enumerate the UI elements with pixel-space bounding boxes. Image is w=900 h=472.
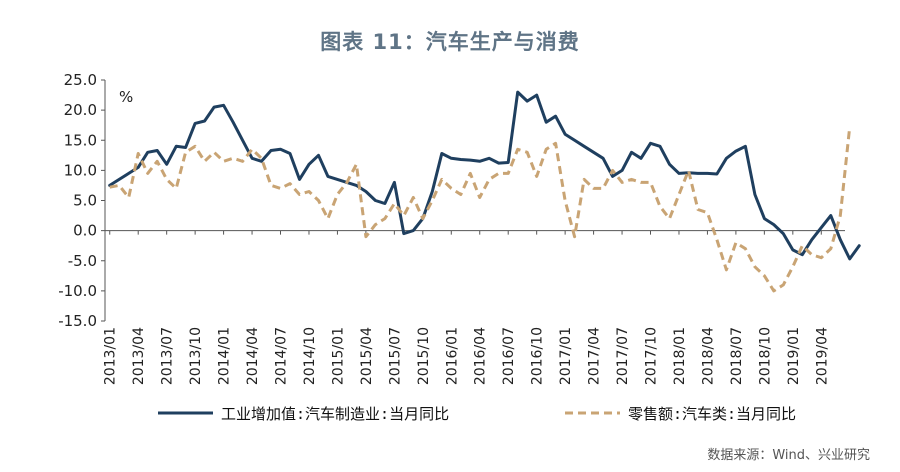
x-tick-label: 2018/01 (672, 327, 688, 385)
x-tick-label: 2015/07 (387, 327, 403, 385)
y-tick-label: -10.0 (58, 282, 97, 300)
chart-axes: 25.0 20.0 15.0 10.0 5.0 0.0 -5.0 -10.0 -15.0% 201… (58, 71, 845, 385)
y-tick-label: -15.0 (58, 312, 97, 330)
legend-label-2: 零售额:汽车类:当月同比 (628, 405, 796, 423)
x-tick-label: 2015/01 (330, 327, 346, 385)
y-tick-label: 25.0 (64, 71, 97, 89)
x-tick-label: 2018/04 (700, 327, 716, 385)
x-tick-label: 2014/04 (245, 327, 261, 385)
legend-label-1: 工业增加值:汽车制造业:当月同比 (221, 405, 449, 423)
x-tick-label: 2017/04 (587, 327, 603, 385)
x-tick-label: 2015/10 (416, 327, 432, 385)
chart-series (108, 90, 861, 293)
y-tick-label: 20.0 (64, 101, 97, 119)
x-tick-label: 2013/04 (131, 327, 147, 385)
x-tick-label: 2016/01 (444, 327, 460, 385)
y-unit-label: % (119, 88, 133, 106)
x-tick-label: 2017/10 (644, 327, 660, 385)
x-tick-label: 2017/01 (558, 327, 574, 385)
x-tick-label: 2016/10 (530, 327, 546, 385)
x-tick-label: 2016/07 (501, 327, 517, 385)
x-tick-label: 2017/07 (615, 327, 631, 385)
x-tick-label: 2015/04 (359, 327, 375, 385)
x-tick-label: 2016/04 (473, 327, 489, 385)
x-tick-label: 2018/10 (757, 327, 773, 385)
y-tick-label: 5.0 (73, 192, 97, 210)
y-tick-label: 15.0 (64, 131, 97, 149)
x-tick-label: 2019/01 (786, 327, 802, 385)
y-tick-label: 0.0 (73, 222, 97, 240)
chart-legend: 工业增加值:汽车制造业:当月同比 零售额:汽车类:当月同比 (158, 405, 796, 423)
x-tick-label: 2013/07 (160, 327, 176, 385)
x-tick-label: 2014/01 (217, 327, 233, 385)
x-tick-label: 2014/10 (302, 327, 318, 385)
x-tick-label: 2018/07 (729, 327, 745, 385)
x-tick-label: 2014/07 (274, 327, 290, 385)
x-tick-label: 2019/04 (814, 327, 830, 385)
series-line-1 (108, 90, 861, 261)
x-tick-label: 2013/10 (188, 327, 204, 385)
x-tick-label: 2013/01 (103, 327, 119, 385)
y-tick-label: 10.0 (64, 161, 97, 179)
y-tick-label: -5.0 (68, 252, 97, 270)
series-line-2 (109, 126, 852, 293)
source-note: 数据来源：Wind、兴业研究 (707, 448, 870, 463)
chart-title: 图表 11：汽车生产与消费 (320, 30, 580, 54)
